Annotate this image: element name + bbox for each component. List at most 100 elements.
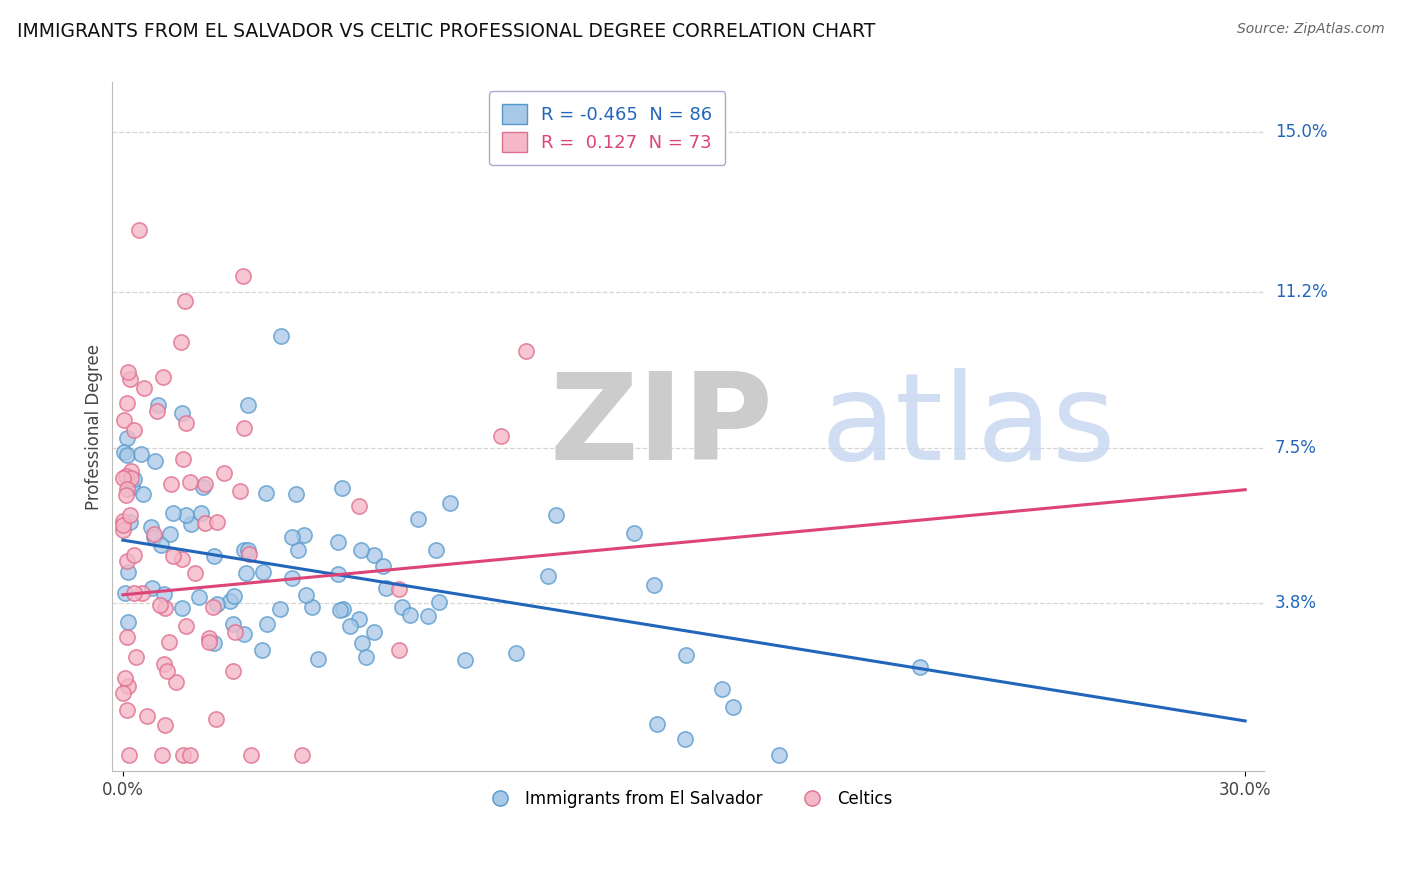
Point xyxy=(120,372,142,386)
Point xyxy=(115,448,138,462)
Point xyxy=(347,612,370,626)
Point xyxy=(339,618,361,632)
Point xyxy=(194,477,217,491)
Point xyxy=(221,664,243,678)
Point xyxy=(179,475,201,490)
Text: 11.2%: 11.2% xyxy=(1275,283,1327,301)
Point xyxy=(416,609,439,624)
Point xyxy=(111,517,134,532)
Point xyxy=(153,717,176,731)
Point xyxy=(454,653,477,667)
Point xyxy=(152,370,174,384)
Point xyxy=(281,530,304,544)
Point xyxy=(115,395,138,409)
Point xyxy=(537,569,560,583)
Point xyxy=(146,404,169,418)
Point xyxy=(250,643,273,657)
Point xyxy=(329,603,352,617)
Point xyxy=(291,747,314,762)
Point xyxy=(233,421,256,435)
Point xyxy=(205,597,228,611)
Point xyxy=(270,328,292,343)
Point xyxy=(160,476,183,491)
Point xyxy=(131,586,153,600)
Point xyxy=(374,581,396,595)
Point xyxy=(202,636,225,650)
Point xyxy=(172,747,194,762)
Point xyxy=(326,535,349,549)
Point xyxy=(238,547,260,561)
Point xyxy=(332,601,354,615)
Point xyxy=(347,499,370,513)
Point xyxy=(307,652,329,666)
Text: 15.0%: 15.0% xyxy=(1275,123,1327,141)
Point xyxy=(176,618,198,632)
Point xyxy=(173,293,195,308)
Point xyxy=(232,269,254,284)
Point xyxy=(768,747,790,762)
Point xyxy=(191,480,214,494)
Point xyxy=(711,682,734,697)
Point xyxy=(115,703,138,717)
Point xyxy=(505,646,527,660)
Point xyxy=(356,650,378,665)
Point xyxy=(675,648,697,662)
Point xyxy=(623,525,645,540)
Point xyxy=(111,514,134,528)
Point xyxy=(115,630,138,644)
Point xyxy=(115,488,138,502)
Point xyxy=(285,487,308,501)
Point xyxy=(198,634,221,648)
Point xyxy=(120,471,142,485)
Point xyxy=(118,508,141,523)
Text: ZIP: ZIP xyxy=(550,368,773,485)
Point xyxy=(117,679,139,693)
Point xyxy=(112,686,135,700)
Point xyxy=(643,577,665,591)
Point xyxy=(114,671,136,685)
Point xyxy=(330,482,353,496)
Point xyxy=(114,468,136,483)
Point xyxy=(406,512,429,526)
Point xyxy=(201,599,224,614)
Point xyxy=(224,624,246,639)
Point xyxy=(125,650,148,665)
Point xyxy=(117,615,139,629)
Point xyxy=(218,594,240,608)
Point xyxy=(222,616,245,631)
Point xyxy=(371,559,394,574)
Point xyxy=(132,486,155,500)
Point xyxy=(112,413,135,427)
Point xyxy=(111,471,134,485)
Point xyxy=(120,464,142,478)
Point xyxy=(128,223,150,237)
Point xyxy=(162,549,184,564)
Point xyxy=(439,496,461,510)
Point xyxy=(388,643,411,657)
Point xyxy=(179,747,201,762)
Point xyxy=(254,486,277,500)
Point xyxy=(146,398,169,412)
Point xyxy=(721,699,744,714)
Point xyxy=(150,538,173,552)
Point xyxy=(391,600,413,615)
Point xyxy=(141,520,163,534)
Point xyxy=(292,528,315,542)
Point xyxy=(174,416,197,430)
Point xyxy=(115,554,138,568)
Point xyxy=(132,381,155,395)
Point xyxy=(122,548,145,562)
Point xyxy=(156,664,179,678)
Point xyxy=(114,586,136,600)
Point xyxy=(121,480,143,494)
Point xyxy=(645,717,668,731)
Text: Source: ZipAtlas.com: Source: ZipAtlas.com xyxy=(1237,22,1385,37)
Point xyxy=(141,581,163,595)
Point xyxy=(122,472,145,486)
Point xyxy=(143,530,166,544)
Point xyxy=(202,549,225,563)
Point xyxy=(350,543,373,558)
Point xyxy=(238,542,260,557)
Point xyxy=(153,587,176,601)
Point xyxy=(229,484,252,499)
